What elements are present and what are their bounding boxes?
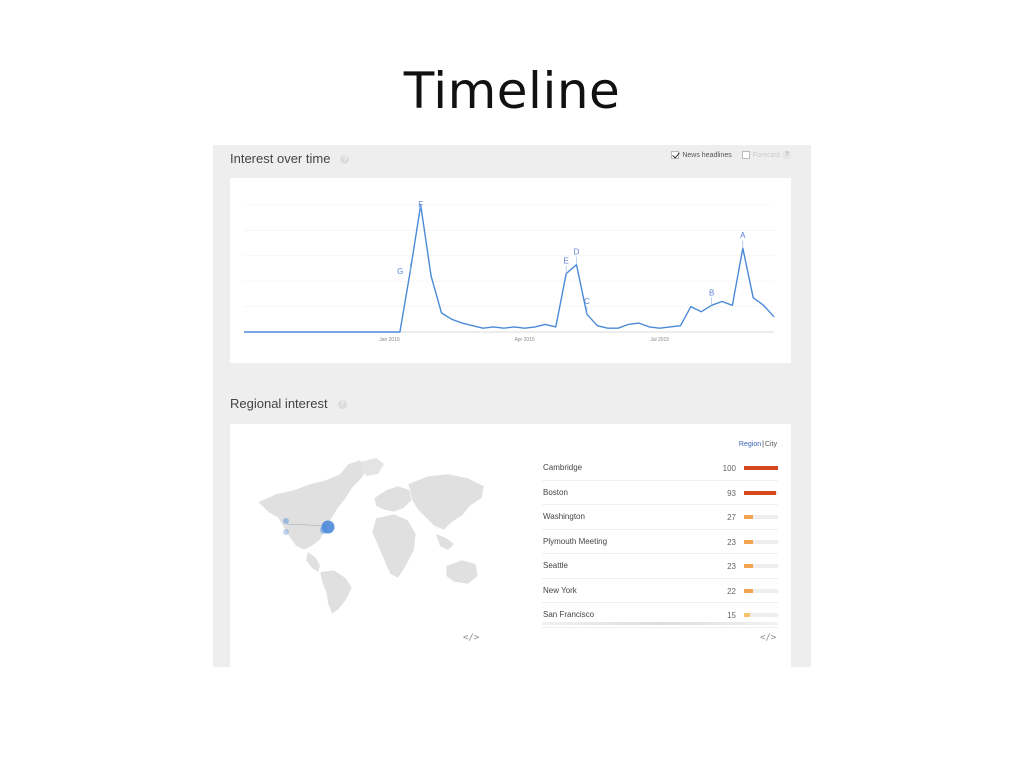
news-headlines-checkbox[interactable]	[671, 151, 680, 159]
list-divider	[542, 622, 778, 625]
region-name: New York	[543, 585, 577, 595]
toggle-separator: |	[762, 441, 764, 448]
central-america-shape	[306, 552, 320, 572]
regional-interest-card: </> Region|City Cambridge 100 Boston 93 Wash…	[230, 424, 791, 667]
region-row[interactable]: Boston 93	[542, 481, 778, 505]
region-row[interactable]: Cambridge 100	[542, 456, 778, 481]
region-name: Washington	[543, 512, 585, 521]
help-icon[interactable]: ?	[337, 400, 347, 410]
interest-over-time-title: Interest over time	[230, 151, 331, 166]
interest-chart-card: Jan 2015 Apr 2015 Jul 2015 G F E D C B A	[230, 178, 791, 363]
x-tick-label: Jan 2015	[379, 337, 400, 343]
region-bar-fill	[744, 613, 750, 617]
slide-title: Timeline	[403, 62, 621, 120]
region-city-toggle: Region|City	[739, 441, 777, 448]
south-america-shape	[319, 569, 353, 614]
region-list: Cambridge 100 Boston 93 Washington 27 Plymouth…	[542, 456, 778, 628]
africa-shape	[371, 513, 417, 579]
region-bar-track	[744, 466, 778, 470]
region-bar-fill	[744, 588, 753, 593]
region-value: 22	[727, 586, 736, 596]
region-name: San Francisco	[543, 610, 595, 619]
x-tick-label: Apr 2015	[514, 337, 535, 343]
san-francisco-marker[interactable]	[283, 529, 289, 535]
region-bar-fill	[744, 466, 778, 470]
annotation-label-c[interactable]: C	[584, 297, 590, 306]
region-row[interactable]: San Francisco 15	[542, 603, 778, 628]
city-toggle-link[interactable]: City	[764, 441, 777, 448]
forecast-checkbox[interactable]	[741, 151, 750, 159]
regional-interest-title: Regional interest	[230, 396, 328, 411]
region-bar-fill	[744, 515, 753, 519]
help-icon[interactable]: ?	[340, 155, 350, 165]
region-bar-track	[744, 588, 778, 593]
forecast-help-icon[interactable]: ?	[783, 151, 791, 159]
seattle-marker[interactable]	[283, 518, 289, 524]
asia-shape	[407, 473, 485, 531]
region-value: 23	[727, 537, 736, 547]
north-america-shape	[257, 459, 369, 551]
region-value: 27	[727, 513, 736, 522]
list-embed-icon[interactable]: </>	[760, 633, 777, 643]
region-row[interactable]: Seattle 23	[542, 554, 778, 579]
interest-over-time-header: Interest over time?	[230, 151, 350, 166]
x-tick-label: Jul 2015	[650, 337, 669, 343]
region-bar-track	[744, 490, 778, 495]
region-bar-track	[744, 564, 778, 568]
greenland-shape	[360, 458, 384, 476]
interest-series-line[interactable]	[244, 204, 775, 333]
annotation-label-e[interactable]: E	[563, 257, 568, 266]
chart-toolbar: News headlines Forecast ?	[671, 151, 791, 159]
interest-line-chart: Jan 2015 Apr 2015 Jul 2015 G F ED C B A	[244, 200, 775, 343]
region-bar-track	[744, 613, 778, 617]
news-headlines-label[interactable]: News headlines	[682, 151, 732, 159]
region-row[interactable]: New York 22	[542, 579, 778, 603]
region-toggle-link[interactable]: Region	[738, 441, 762, 448]
region-name: Cambridge	[543, 463, 583, 472]
trends-screenshot: Interest over time? News headlines Forec…	[213, 145, 811, 667]
region-bar-fill	[744, 490, 776, 495]
region-bar-fill	[744, 564, 753, 568]
europe-shape	[373, 485, 413, 513]
forecast-label[interactable]: Forecast	[752, 151, 780, 159]
region-value: 100	[722, 464, 736, 473]
region-value: 23	[727, 562, 736, 571]
region-name: Plymouth Meeting	[543, 536, 608, 546]
australia-shape	[445, 559, 479, 585]
annotation-label-f[interactable]: F	[418, 200, 423, 209]
region-value: 15	[727, 611, 736, 620]
map-connector-line	[285, 523, 329, 527]
map-embed-icon[interactable]: </>	[463, 633, 480, 643]
region-bar-track	[744, 539, 778, 544]
region-row[interactable]: Washington 27	[542, 505, 778, 530]
regional-interest-header: Regional interest?	[230, 396, 347, 411]
annotation-label-d[interactable]: D	[574, 248, 580, 257]
region-name: Seattle	[543, 561, 568, 570]
world-map[interactable]	[248, 454, 488, 614]
region-name: Boston	[543, 487, 568, 497]
cambridge-boston-marker[interactable]	[321, 520, 335, 534]
region-bar-track	[744, 515, 778, 519]
annotation-label-b[interactable]: B	[709, 288, 714, 297]
annotation-label-a[interactable]: A	[740, 231, 746, 240]
region-row[interactable]: Plymouth Meeting 23	[542, 530, 778, 554]
annotation-label-g[interactable]: G	[397, 267, 403, 276]
region-bar-fill	[744, 539, 753, 544]
region-value: 93	[727, 488, 736, 498]
southeast-asia-shape	[436, 534, 454, 550]
